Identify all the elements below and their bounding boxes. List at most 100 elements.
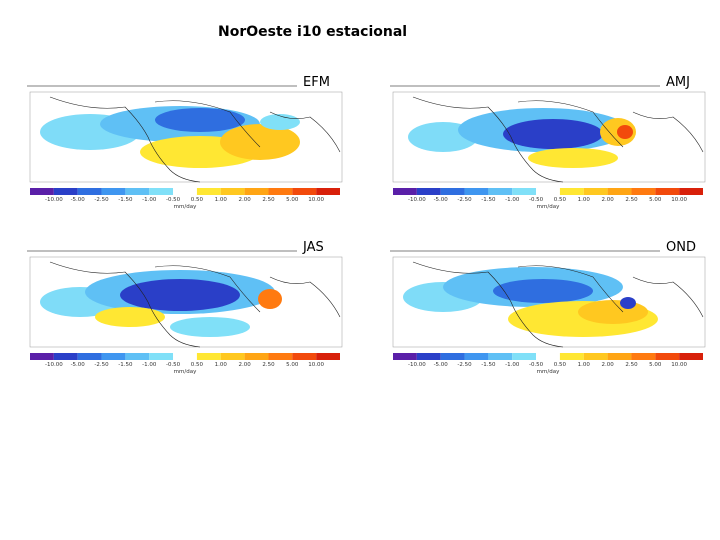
colorbar-swatch (244, 188, 269, 195)
colorbar-tick-label: -10.00 (45, 197, 63, 203)
colorbar-tick-label: 1.00 (215, 197, 228, 203)
colorbar-tick-label: 0.50 (191, 197, 204, 203)
colorbar-tick-label: -2.50 (457, 362, 472, 368)
colorbar-tick-label: -10.00 (45, 362, 63, 368)
anomaly-region (617, 125, 633, 139)
colorbar: -10.00 -5.00 -2.50 -1.50 -1.00 -0.50 0.50 1.00 2… (30, 188, 340, 210)
colorbar-swatch (125, 188, 150, 195)
colorbar-tick-label: -0.50 (529, 362, 544, 368)
anomaly-region (170, 317, 250, 337)
panel-label: OND (666, 240, 696, 255)
colorbar-unit: mm/day (174, 204, 197, 210)
colorbar-swatch (316, 353, 340, 360)
coastline (412, 96, 704, 183)
colorbar: -10.00 -5.00 -2.50 -1.50 -1.00 -0.50 0.50 1.00 2… (393, 353, 703, 375)
colorbar-tick-label: 10.00 (308, 197, 324, 203)
colorbar-swatch (416, 188, 441, 195)
panel-label: EFM (303, 75, 330, 90)
anomaly-region (620, 297, 636, 309)
colorbar-swatch (149, 353, 174, 360)
colorbar-swatch (149, 188, 174, 195)
map (392, 91, 706, 183)
anomaly-region (155, 108, 245, 132)
slide-title: NorOeste i10 estacional (218, 24, 407, 40)
colorbar-swatch (536, 188, 560, 195)
colorbar-swatch (512, 353, 537, 360)
colorbar-swatch (30, 188, 54, 195)
colorbar-tick-label: -1.50 (118, 197, 133, 203)
colorbar-tick-label: 5.00 (649, 197, 662, 203)
colorbar-tick-label: 2.00 (601, 362, 614, 368)
colorbar-tick-label: -1.50 (481, 197, 496, 203)
anomaly-region (258, 289, 282, 309)
panel-label: AMJ (666, 75, 690, 90)
anomaly-region (578, 300, 648, 324)
coastline (412, 261, 704, 348)
colorbar-swatch (173, 188, 197, 195)
colorbar-swatch (220, 188, 245, 195)
colorbar-swatch (30, 353, 54, 360)
colorbar-swatch (125, 353, 150, 360)
colorbar-swatch (53, 353, 78, 360)
colorbar-swatch (607, 188, 632, 195)
colorbar-swatch (292, 188, 317, 195)
colorbar-swatch (679, 353, 703, 360)
anomaly-region (220, 124, 300, 160)
colorbar-tick-label: 2.00 (601, 197, 614, 203)
colorbar-swatch (559, 353, 584, 360)
colorbar-tick-label: -0.50 (166, 362, 181, 368)
colorbar-tick-label: 0.50 (554, 197, 567, 203)
colorbar-tick-label: -1.50 (481, 362, 496, 368)
colorbar-tick-label: 2.50 (262, 197, 275, 203)
colorbar-tick-label: 0.50 (554, 362, 567, 368)
colorbar-swatch (631, 188, 656, 195)
colorbar-swatch (53, 188, 78, 195)
colorbar-swatch (464, 353, 489, 360)
anomaly-region (120, 279, 240, 311)
colorbar-swatch (77, 188, 102, 195)
colorbar-swatch (536, 353, 560, 360)
colorbar-swatch (464, 188, 489, 195)
colorbar-tick-label: 5.00 (286, 197, 299, 203)
coastline (49, 261, 341, 348)
panel: OND -10.00 -5.00 -2.50 -1.50 -1.00 -0.50 0.50 1.… (390, 240, 706, 375)
colorbar-tick-label: 10.00 (671, 362, 687, 368)
colorbar-swatch (416, 353, 441, 360)
anomaly-region (528, 148, 618, 168)
anomaly-region (503, 119, 603, 149)
colorbar-tick-label: -5.00 (434, 362, 449, 368)
colorbar-tick-label: 2.00 (238, 197, 251, 203)
panels: EFM -10.00 -5.00 -2.50 -1.50 -1.00 -0.50 0.50 1.… (27, 75, 706, 375)
panel: EFM -10.00 -5.00 -2.50 -1.50 -1.00 -0.50 0.50 1.… (27, 75, 343, 210)
colorbar-tick-label: -1.00 (505, 197, 520, 203)
colorbar-unit: mm/day (174, 369, 197, 375)
colorbar-tick-label: -2.50 (457, 197, 472, 203)
colorbar-tick-label: -1.50 (118, 362, 133, 368)
map (29, 256, 343, 348)
colorbar-unit: mm/day (537, 369, 560, 375)
colorbar-tick-label: 2.50 (262, 362, 275, 368)
colorbar-swatch (77, 353, 102, 360)
colorbar-swatch (655, 353, 680, 360)
colorbar-swatch (512, 188, 537, 195)
colorbar-swatch (316, 188, 340, 195)
colorbar-tick-label: 2.00 (238, 362, 251, 368)
colorbar-swatch (583, 353, 608, 360)
colorbar-tick-label: -5.00 (71, 362, 86, 368)
colorbar-tick-label: 2.50 (625, 197, 638, 203)
colorbar-swatch (292, 353, 317, 360)
colorbar-tick-label: -2.50 (94, 197, 109, 203)
colorbar-tick-label: -5.00 (71, 197, 86, 203)
colorbar-tick-label: -1.00 (142, 362, 157, 368)
colorbar-swatch (196, 188, 221, 195)
colorbar-swatch (488, 353, 513, 360)
colorbar: -10.00 -5.00 -2.50 -1.50 -1.00 -0.50 0.50 1.00 2… (30, 353, 340, 375)
colorbar-tick-label: -1.00 (142, 197, 157, 203)
colorbar-swatch (101, 353, 126, 360)
colorbar-tick-label: 1.00 (578, 197, 591, 203)
colorbar-swatch (679, 188, 703, 195)
colorbar-tick-label: -10.00 (408, 362, 426, 368)
colorbar-tick-label: -5.00 (434, 197, 449, 203)
coastline (49, 96, 341, 183)
colorbar-tick-label: 2.50 (625, 362, 638, 368)
